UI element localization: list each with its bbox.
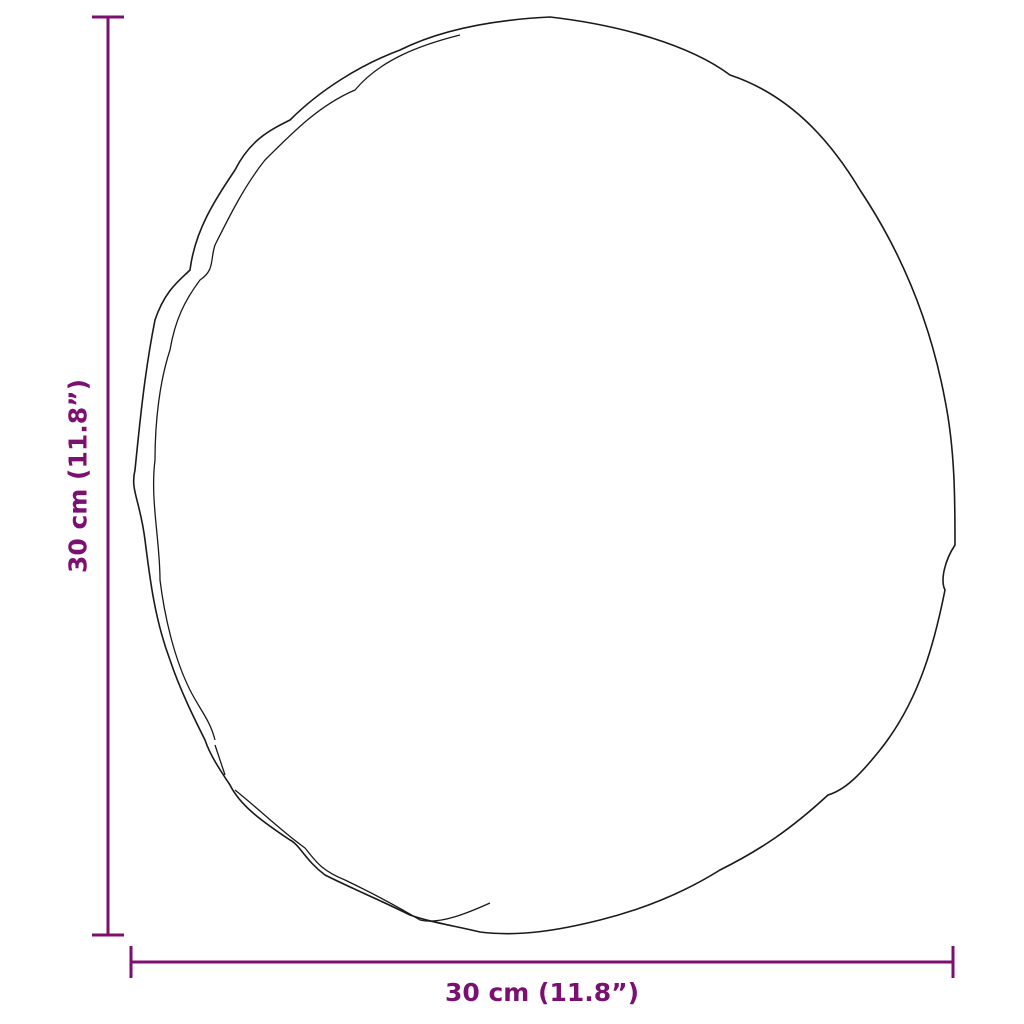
width-label: 30 cm (11.8”) [444,978,640,1007]
mirror-outline-inner [152,34,461,741]
height-label: 30 cm (11.8”) [63,378,93,574]
width-dimension-line [129,946,955,978]
mirror-outline [132,16,956,935]
mirror-outline-bottom [214,744,491,922]
height-dimension-line [92,15,124,937]
